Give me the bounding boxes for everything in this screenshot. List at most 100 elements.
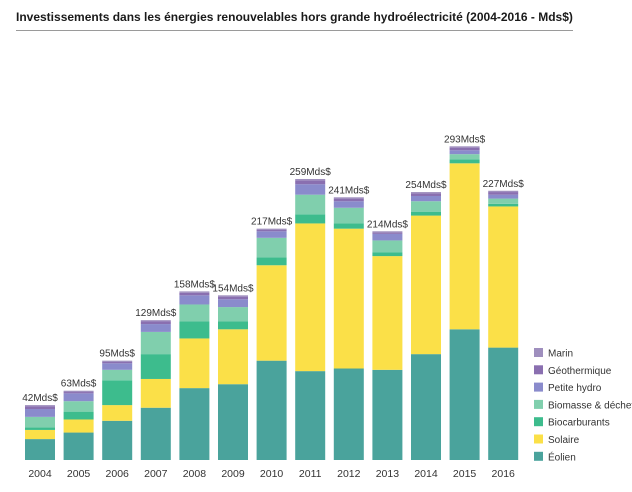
total-label-2008: 158Mds$ (174, 279, 216, 290)
bar-segment-2012-Biocarburants (333, 223, 364, 229)
bar-segment-2015-Géothermique (449, 147, 480, 151)
bar-segment-2008-Éolien (179, 388, 210, 460)
bar-segment-2005-Marin (63, 390, 94, 393)
bar-segment-2013-Éolien (372, 369, 403, 460)
bar-segment-2009-Marin (218, 295, 248, 297)
bar-segment-2005-Géothermique (63, 392, 94, 394)
bar-segment-2010-Petite hydro (256, 231, 287, 238)
bar-segment-2009-Solaire (218, 329, 248, 385)
total-label-2013: 214Mds$ (367, 219, 409, 230)
bar-segment-2012-Géothermique (333, 198, 364, 202)
bar-segment-2007-Biocarburants (140, 354, 171, 379)
bar-segment-2004-Marin (25, 405, 55, 407)
bar-segment-2007-Marin (140, 320, 171, 322)
bar-segment-2004-Petite hydro (25, 409, 55, 417)
bar-segment-2010-Géothermique (256, 229, 287, 232)
bar-segment-2016-Marin (488, 190, 519, 193)
bar-segment-2010-Marin (256, 228, 287, 230)
bar-segment-2005-Biocarburants (63, 411, 94, 420)
bar-segment-2016-Biomasse & déchets (488, 198, 519, 204)
bar-segment-2008-Biocarburants (179, 321, 210, 339)
bar-segment-2014-Marin (411, 192, 441, 194)
x-axis-ticks: 2004 2005 2006 2007 2008 2009 2010 2011 2012 2013… (28, 468, 515, 480)
bar-segment-2008-Géothermique (179, 292, 210, 296)
bar-segment-2005-Biomasse & déchets (63, 401, 94, 412)
bar-segment-2009-Biomasse & déchets (218, 307, 248, 322)
bar-segment-2013-Solaire (372, 256, 403, 370)
bar-segment-2015-Petite hydro (449, 150, 480, 155)
bar-segment-2010-Éolien (256, 360, 287, 460)
bar-segment-2011-Biocarburants (295, 214, 326, 224)
bar-segment-2004-Solaire (25, 429, 55, 440)
bar-segment-2014-Biocarburants (411, 211, 441, 216)
bar-segment-2012-Marin (333, 197, 364, 199)
chart-title: Investissements dans les énergies renouv… (16, 10, 573, 24)
bar-segment-2013-Petite hydro (372, 233, 403, 241)
legend-swatch-6 (534, 451, 543, 461)
bar-segment-2006-Marin (102, 360, 133, 362)
bar-segment-2013-Géothermique (372, 232, 403, 234)
bar-segment-2006-Biomasse & déchets (102, 369, 133, 381)
bar-segment-2014-Petite hydro (411, 195, 441, 202)
bar-segment-2006-Petite hydro (102, 363, 133, 370)
x-tick-2014: 2014 (414, 468, 438, 480)
legend-label-1: Géothermique (548, 366, 612, 377)
bar-segment-2014-Éolien (411, 354, 441, 460)
bar-segment-2012-Biomasse & déchets (333, 207, 364, 224)
bar-segment-2014-Géothermique (411, 193, 441, 196)
bar-segment-2010-Solaire (256, 265, 287, 361)
bar-segment-2011-Biomasse & déchets (295, 194, 326, 215)
bar-segment-2009-Éolien (218, 384, 248, 460)
bar-segment-2006-Éolien (102, 420, 133, 460)
bar-segment-2010-Biomasse & déchets (256, 237, 287, 258)
bar-segment-2011-Éolien (295, 371, 326, 460)
bar-segment-2006-Solaire (102, 405, 133, 421)
bar-segment-2008-Biomasse & déchets (179, 304, 210, 322)
bar-segment-2005-Petite hydro (63, 393, 94, 402)
legend-swatch-3 (534, 399, 543, 409)
legend-label-3: Biomasse & déchets (548, 400, 632, 411)
bar-area (25, 146, 519, 460)
bar-segment-2013-Marin (372, 231, 403, 233)
bar-segment-2009-Biocarburants (218, 321, 248, 330)
bar-segment-2013-Biomasse & déchets (372, 240, 403, 253)
total-label-2012: 241Mds$ (328, 185, 370, 196)
x-tick-2006: 2006 (106, 468, 130, 480)
bar-segment-2007-Géothermique (140, 321, 171, 325)
bar-segment-2016-Éolien (488, 347, 519, 460)
legend-swatch-2 (534, 382, 543, 392)
bar-segment-2016-Petite hydro (488, 194, 519, 199)
bar-segment-2014-Biomasse & déchets (411, 201, 441, 212)
legend-label-6: Éolien (548, 450, 576, 463)
total-label-2006: 95Mds$ (99, 349, 135, 360)
x-tick-2010: 2010 (260, 468, 284, 480)
x-tick-2015: 2015 (453, 468, 477, 480)
total-label-2009: 154Mds$ (212, 283, 254, 294)
legend-swatch-5 (534, 434, 543, 444)
total-label-2010: 217Mds$ (251, 217, 293, 228)
bar-segment-2009-Géothermique (218, 296, 248, 300)
bar-segment-2008-Marin (179, 291, 210, 293)
bar-segment-2015-Solaire (449, 163, 480, 330)
bar-segment-2011-Marin (295, 178, 326, 181)
x-tick-2004: 2004 (28, 468, 52, 480)
bar-segment-2005-Solaire (63, 419, 94, 433)
bar-segment-2013-Biocarburants (372, 252, 403, 257)
bar-segment-2007-Petite hydro (140, 324, 171, 332)
bar-segment-2012-Éolien (333, 368, 364, 460)
x-tick-2011: 2011 (299, 468, 322, 480)
legend-label-2: Petite hydro (548, 383, 602, 394)
total-label-2005: 63Mds$ (61, 379, 97, 390)
total-labels: 42Mds$63Mds$ 95Mds$ 129Mds$ 158Mds$154Mds$ 2… (22, 134, 524, 404)
x-tick-2012: 2012 (337, 468, 361, 480)
bar-segment-2007-Solaire (140, 378, 171, 408)
bar-segment-2015-Éolien (449, 329, 480, 460)
legend-label-4: Biocarburants (548, 418, 610, 429)
bar-segment-2011-Géothermique (295, 180, 326, 185)
x-tick-2005: 2005 (67, 468, 91, 480)
legend-label-0: Marin (548, 349, 573, 360)
bar-segment-2016-Géothermique (488, 192, 519, 195)
total-label-2011: 259Mds$ (290, 167, 332, 178)
bar-segment-2014-Solaire (411, 215, 441, 355)
